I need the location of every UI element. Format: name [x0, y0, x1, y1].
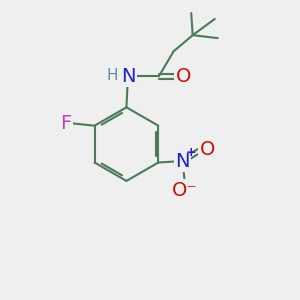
Text: +: +	[185, 146, 196, 159]
Text: N: N	[175, 152, 190, 170]
Text: N: N	[121, 67, 135, 86]
Text: O: O	[176, 67, 191, 86]
Text: F: F	[60, 114, 72, 133]
Text: O: O	[200, 140, 215, 159]
Text: H: H	[107, 68, 118, 83]
Text: O⁻: O⁻	[172, 181, 198, 200]
